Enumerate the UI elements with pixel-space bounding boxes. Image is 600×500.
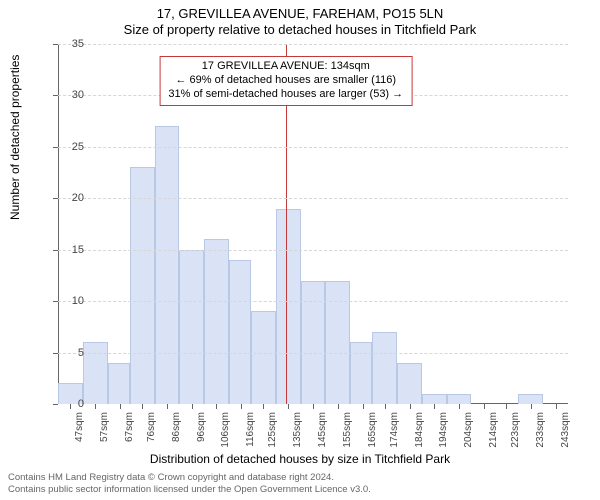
xtick-label: 233sqm — [535, 412, 546, 448]
histogram-bar — [83, 342, 108, 404]
histogram-bar — [325, 281, 350, 404]
xtick-mark — [95, 404, 96, 409]
ytick-label: 0 — [60, 398, 84, 410]
footer-line2: Contains public sector information licen… — [8, 484, 371, 496]
histogram-bar — [518, 394, 543, 404]
xtick-mark — [241, 404, 242, 409]
xtick-label: 145sqm — [317, 412, 328, 448]
xtick-mark — [459, 404, 460, 409]
ytick-label: 15 — [60, 244, 84, 256]
grid-line — [58, 198, 568, 199]
ytick-mark — [53, 198, 58, 199]
xtick-label: 155sqm — [342, 412, 353, 448]
x-axis-label: Distribution of detached houses by size … — [0, 452, 600, 466]
xtick-label: 116sqm — [245, 412, 256, 447]
ytick-mark — [53, 353, 58, 354]
histogram-bar — [108, 363, 130, 404]
histogram-bar — [204, 239, 229, 404]
annotation-box: 17 GREVILLEA AVENUE: 134sqm← 69% of deta… — [159, 56, 412, 105]
xtick-label: 106sqm — [220, 412, 231, 448]
xtick-mark — [506, 404, 507, 409]
xtick-mark — [410, 404, 411, 409]
xtick-mark — [167, 404, 168, 409]
grid-line — [58, 147, 568, 148]
xtick-mark — [120, 404, 121, 409]
footer-attribution: Contains HM Land Registry data © Crown c… — [8, 472, 371, 496]
histogram-bar — [397, 363, 422, 404]
xtick-mark — [288, 404, 289, 409]
xtick-mark — [192, 404, 193, 409]
grid-line — [58, 301, 568, 302]
histogram-bar — [179, 250, 204, 404]
xtick-label: 86sqm — [171, 412, 182, 442]
footer-line1: Contains HM Land Registry data © Crown c… — [8, 472, 371, 484]
histogram-bar — [301, 281, 326, 404]
grid-line — [58, 44, 568, 45]
ytick-label: 20 — [60, 192, 84, 204]
xtick-mark — [313, 404, 314, 409]
y-axis-label: Number of detached properties — [8, 55, 22, 220]
histogram-bar — [155, 126, 180, 404]
annotation-line3: 31% of semi-detached houses are larger (… — [168, 88, 403, 102]
xtick-label: 243sqm — [560, 412, 571, 448]
histogram-bar — [251, 311, 276, 404]
xtick-label: 57sqm — [99, 412, 110, 442]
histogram-bar — [130, 167, 155, 404]
ytick-mark — [53, 404, 58, 405]
ytick-mark — [53, 301, 58, 302]
xtick-mark — [385, 404, 386, 409]
xtick-mark — [216, 404, 217, 409]
annotation-line2: ← 69% of detached houses are smaller (11… — [168, 74, 403, 88]
xtick-label: 76sqm — [146, 412, 157, 442]
xtick-mark — [556, 404, 557, 409]
xtick-label: 214sqm — [488, 412, 499, 448]
xtick-label: 194sqm — [438, 412, 449, 448]
grid-line — [58, 353, 568, 354]
xtick-label: 184sqm — [414, 412, 425, 448]
ytick-mark — [53, 44, 58, 45]
xtick-label: 47sqm — [74, 412, 85, 442]
histogram-bar — [276, 209, 301, 404]
annotation-line1: 17 GREVILLEA AVENUE: 134sqm — [168, 60, 403, 74]
page-title-line2: Size of property relative to detached ho… — [0, 22, 600, 38]
xtick-label: 96sqm — [196, 412, 207, 442]
xtick-mark — [338, 404, 339, 409]
xtick-mark — [434, 404, 435, 409]
xtick-label: 67sqm — [124, 412, 135, 442]
xtick-label: 174sqm — [389, 412, 400, 448]
ytick-mark — [53, 250, 58, 251]
xtick-label: 223sqm — [510, 412, 521, 448]
ytick-label: 25 — [60, 141, 84, 153]
ytick-label: 5 — [60, 347, 84, 359]
histogram-bar — [422, 394, 447, 404]
xtick-label: 204sqm — [463, 412, 474, 448]
ytick-label: 30 — [60, 89, 84, 101]
ytick-label: 35 — [60, 38, 84, 50]
histogram-bar — [372, 332, 397, 404]
xtick-mark — [484, 404, 485, 409]
xtick-label: 165sqm — [367, 412, 378, 448]
ytick-label: 10 — [60, 295, 84, 307]
xtick-mark — [142, 404, 143, 409]
xtick-mark — [70, 404, 71, 409]
xtick-label: 135sqm — [292, 412, 303, 448]
ytick-mark — [53, 147, 58, 148]
histogram-bar — [447, 394, 472, 404]
histogram-bar — [229, 260, 251, 404]
ytick-mark — [53, 95, 58, 96]
xtick-mark — [263, 404, 264, 409]
grid-line — [58, 250, 568, 251]
page-title-line1: 17, GREVILLEA AVENUE, FAREHAM, PO15 5LN — [0, 6, 600, 22]
xtick-label: 125sqm — [267, 412, 278, 448]
xtick-mark — [363, 404, 364, 409]
histogram-bar — [350, 342, 372, 404]
xtick-mark — [531, 404, 532, 409]
